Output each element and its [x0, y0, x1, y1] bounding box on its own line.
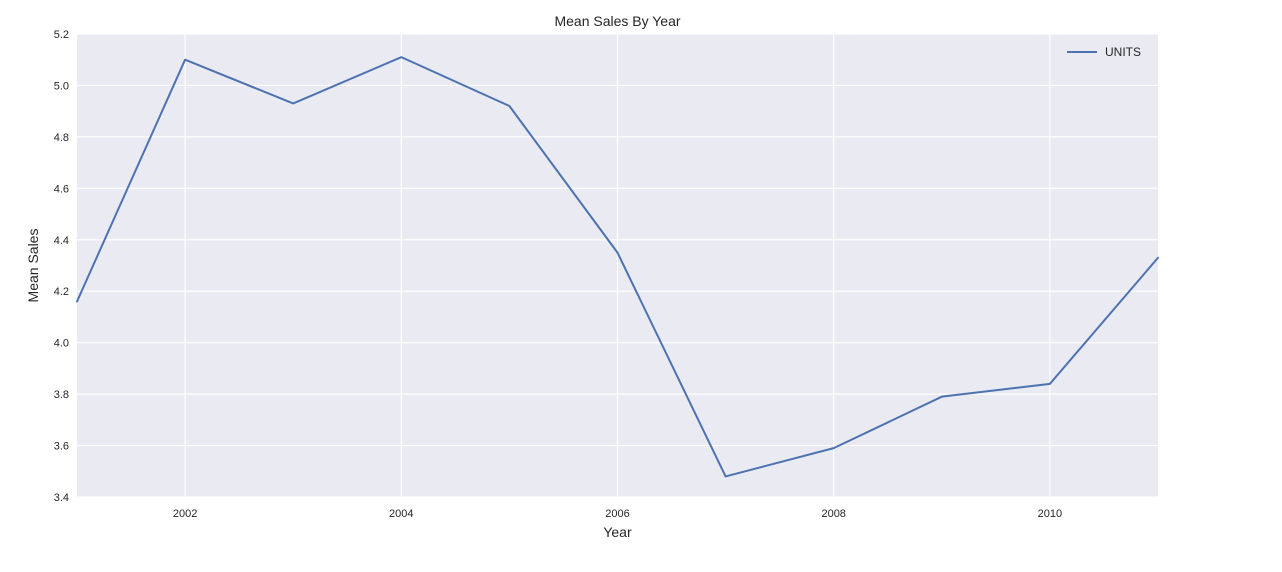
y-tick-label: 4.0: [54, 338, 69, 350]
y-tick-label: 4.6: [54, 183, 69, 195]
y-axis-ticks: 3.4 3.6 3.8 4.0 4.2 4.4 4.6 4.8 5.0 5.2: [54, 29, 69, 504]
y-tick-label: 5.0: [54, 80, 69, 92]
chart-title: Mean Sales By Year: [554, 13, 680, 29]
y-tick-label: 3.4: [54, 492, 69, 504]
x-tick-label: 2008: [821, 508, 845, 520]
series-line-units: [76, 56, 1159, 478]
legend-label: UNITS: [1105, 45, 1141, 59]
x-tick-label: 2002: [173, 508, 197, 520]
y-tick-label: 3.6: [54, 441, 69, 453]
series-layer: [76, 56, 1159, 478]
y-tick-label: 5.2: [54, 29, 69, 41]
y-tick-label: 3.8: [54, 389, 69, 401]
y-axis-title: Mean Sales: [25, 229, 41, 303]
y-tick-label: 4.8: [54, 132, 69, 144]
grid-lines: [77, 33, 1158, 498]
x-tick-label: 2006: [605, 508, 629, 520]
x-axis-ticks: 2002 2004 2006 2008 2010: [173, 508, 1062, 520]
y-tick-label: 4.2: [54, 286, 69, 298]
x-tick-label: 2010: [1038, 508, 1062, 520]
x-axis-title: Year: [603, 524, 632, 540]
y-tick-label: 4.4: [54, 235, 69, 247]
legend: UNITS: [1067, 45, 1141, 59]
x-tick-label: 2004: [389, 508, 413, 520]
